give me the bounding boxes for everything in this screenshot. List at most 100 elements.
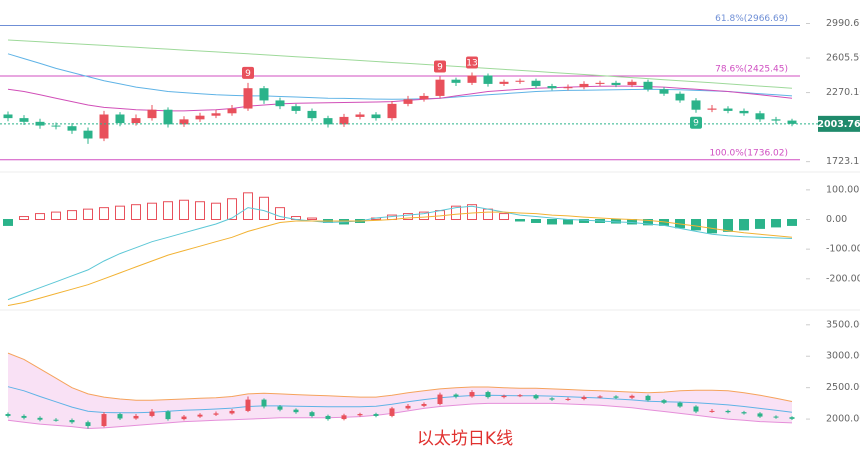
candle-body: [643, 81, 653, 90]
signal-label: 9: [245, 69, 251, 79]
candle-body: [467, 75, 477, 83]
y-tick-label: 2500.00: [826, 382, 860, 393]
macd-bar: [131, 204, 141, 221]
macd-bar: [771, 219, 781, 228]
macd-bar: [35, 213, 45, 221]
macd-bar: [243, 192, 253, 221]
candle-body: [645, 395, 651, 401]
candle-body: [691, 100, 701, 110]
macd-bar: [723, 219, 733, 232]
candle-body: [789, 417, 795, 419]
candle-body: [739, 110, 749, 114]
candle-body: [117, 414, 123, 419]
candle-body: [787, 120, 797, 124]
candle-body: [469, 392, 475, 397]
candle-body: [261, 399, 267, 407]
fib-level-label: 100.0%(1736.02): [709, 148, 788, 158]
macd-bar: [211, 202, 221, 221]
signal-label: 13: [466, 58, 477, 68]
candle-body: [69, 420, 75, 423]
candle-body: [341, 415, 347, 420]
candle-body: [3, 114, 13, 119]
y-tick-label: 2000.00: [826, 414, 860, 425]
y-tick-label: 2605.59: [826, 53, 860, 64]
candle-body: [21, 415, 27, 418]
candle-body: [629, 395, 635, 398]
candle-body: [515, 80, 525, 82]
candle-body: [547, 86, 557, 89]
candle-body: [595, 82, 605, 84]
candle-body: [693, 406, 699, 412]
candle-body: [275, 100, 285, 107]
last-price-tag: [818, 115, 860, 132]
signal-badge: [690, 116, 702, 129]
macd-bar: [179, 199, 189, 221]
candle-body: [773, 416, 779, 418]
candle-body: [707, 108, 717, 110]
signal-badge: [434, 60, 446, 73]
fib-level-label: 61.8%(2966.69): [715, 14, 788, 24]
candle-body: [563, 87, 573, 89]
candle-body: [133, 415, 139, 419]
candle-body: [661, 400, 667, 403]
candle-body: [419, 95, 429, 100]
candle-body: [149, 411, 155, 416]
candle-body: [483, 75, 493, 84]
candle-body: [53, 419, 59, 421]
candle-body: [99, 114, 109, 139]
candle-body: [597, 396, 603, 398]
candle-body: [741, 412, 747, 414]
macd-bar: [275, 207, 285, 221]
macd-bar: [83, 208, 93, 221]
macd-bar: [259, 196, 269, 221]
last-price-label: 2003.76: [817, 119, 860, 130]
candle-body: [355, 114, 365, 117]
macd-bar: [307, 217, 317, 221]
candle-body: [307, 110, 317, 119]
candle-body: [533, 395, 539, 399]
y-tick-label: 100.00: [826, 184, 859, 195]
candle-body: [387, 103, 397, 119]
macd-dif: [7, 205, 793, 301]
candle-body: [437, 394, 443, 404]
y-tick-label: 3000.00: [826, 351, 860, 362]
candle-body: [277, 406, 283, 410]
macd-bar: [51, 211, 61, 221]
candle-body: [581, 397, 587, 399]
macd-bar: [579, 219, 589, 223]
macd-bar: [163, 201, 173, 221]
candle-body: [501, 395, 507, 398]
candle-body: [181, 416, 187, 420]
candle-body: [357, 414, 363, 416]
candle-body: [323, 118, 333, 125]
macd-dea: [7, 211, 793, 306]
candle-body: [165, 411, 171, 420]
y-tick-label: 2270.10: [826, 87, 860, 98]
macd-bar: [707, 219, 717, 234]
macd-bar: [643, 219, 653, 226]
macd-bar: [19, 216, 29, 221]
y-tick-label: 0.00: [826, 214, 847, 225]
candle-body: [565, 398, 571, 400]
moving-average: [7, 85, 793, 112]
y-tick-label: 2990.66: [826, 18, 860, 29]
candle-body: [5, 414, 11, 416]
macd-bar: [499, 213, 509, 221]
candle-body: [163, 109, 173, 125]
candle-body: [613, 396, 619, 398]
candle-body: [131, 118, 141, 124]
candle-body: [675, 93, 685, 101]
macd-bar: [691, 219, 701, 231]
y-tick-label: 3500.00: [826, 319, 860, 330]
candle-body: [517, 395, 523, 397]
candle-body: [677, 402, 683, 407]
candle-body: [579, 83, 589, 88]
candle-body: [51, 125, 61, 127]
candle-body: [451, 79, 461, 83]
candle-body: [325, 415, 331, 420]
candle-body: [421, 404, 427, 406]
candle-body: [435, 79, 445, 96]
candle-body: [499, 81, 509, 84]
candle-body: [485, 392, 491, 398]
